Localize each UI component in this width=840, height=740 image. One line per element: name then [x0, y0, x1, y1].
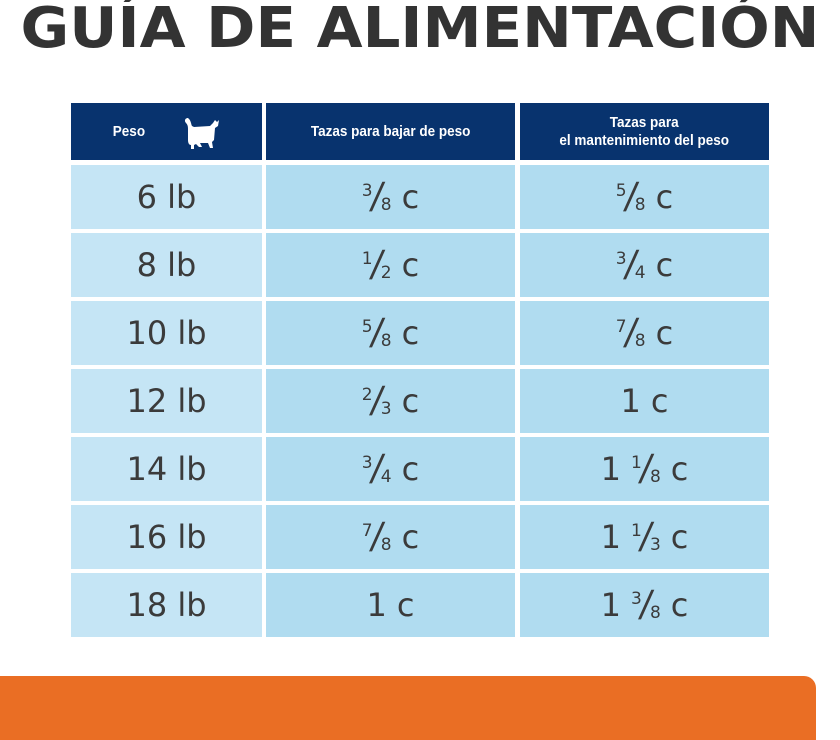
maintenance-cell: 3/4 c: [520, 233, 769, 297]
fraction: 1/2: [361, 243, 392, 285]
whole-number: 1: [600, 518, 621, 556]
weight-loss-cell: 3/4 c: [266, 437, 515, 501]
maintenance-cell: 7/8 c: [520, 301, 769, 365]
unit: c: [655, 246, 674, 284]
fraction: 1/3: [630, 515, 661, 557]
whole-number: 1: [600, 586, 621, 624]
fraction: 3/8: [630, 583, 661, 625]
unit: c: [670, 586, 689, 624]
weight-loss-cell: 7/8 c: [266, 505, 515, 569]
unit: c: [401, 246, 420, 284]
unit: c: [401, 178, 420, 216]
unit: c: [650, 382, 669, 420]
header-weight-loss: Tazas para bajar de peso: [266, 103, 515, 160]
header-maintenance: Tazas para el mantenimiento del peso: [520, 103, 769, 160]
whole-number: 1: [620, 382, 641, 420]
weight-cell: 10 lb: [71, 301, 262, 365]
maintenance-cell: 1 3/8 c: [520, 573, 769, 637]
fraction: 3/8: [361, 175, 392, 217]
weight-cell: 16 lb: [71, 505, 262, 569]
weight-loss-cell: 5/8 c: [266, 301, 515, 365]
fraction: 1/8: [630, 447, 661, 489]
unit: c: [401, 450, 420, 488]
weight-cell: 6 lb: [71, 165, 262, 229]
fraction: 3/4: [361, 447, 392, 489]
unit: c: [401, 518, 420, 556]
weight-loss-cell: 2/3 c: [266, 369, 515, 433]
whole-number: 1: [366, 586, 387, 624]
maintenance-cell: 1 1/8 c: [520, 437, 769, 501]
header-weight: Peso: [71, 103, 262, 160]
weight-cell: 8 lb: [71, 233, 262, 297]
weight-cell: 14 lb: [71, 437, 262, 501]
fraction: 7/8: [615, 311, 646, 353]
unit: c: [670, 518, 689, 556]
page-title: GUÍA DE ALIMENTACIÓN: [20, 0, 820, 61]
fraction: 2/3: [361, 379, 392, 421]
weight-loss-cell: 3/8 c: [266, 165, 515, 229]
fraction: 7/8: [361, 515, 392, 557]
maintenance-cell: 5/8 c: [520, 165, 769, 229]
unit: c: [655, 178, 674, 216]
cat-icon: [185, 117, 220, 149]
unit: c: [670, 450, 689, 488]
unit: c: [401, 382, 420, 420]
unit: c: [401, 314, 420, 352]
weight-cell: 12 lb: [71, 369, 262, 433]
fraction: 5/8: [615, 175, 646, 217]
whole-number: 1: [600, 450, 621, 488]
fraction: 5/8: [361, 311, 392, 353]
maintenance-cell: 1 1/3 c: [520, 505, 769, 569]
unit: c: [655, 314, 674, 352]
header-weight-label: Peso: [112, 122, 145, 140]
weight-loss-cell: 1/2 c: [266, 233, 515, 297]
unit: c: [396, 586, 415, 624]
footer-bar: [0, 676, 816, 740]
weight-cell: 18 lb: [71, 573, 262, 637]
fraction: 3/4: [615, 243, 646, 285]
